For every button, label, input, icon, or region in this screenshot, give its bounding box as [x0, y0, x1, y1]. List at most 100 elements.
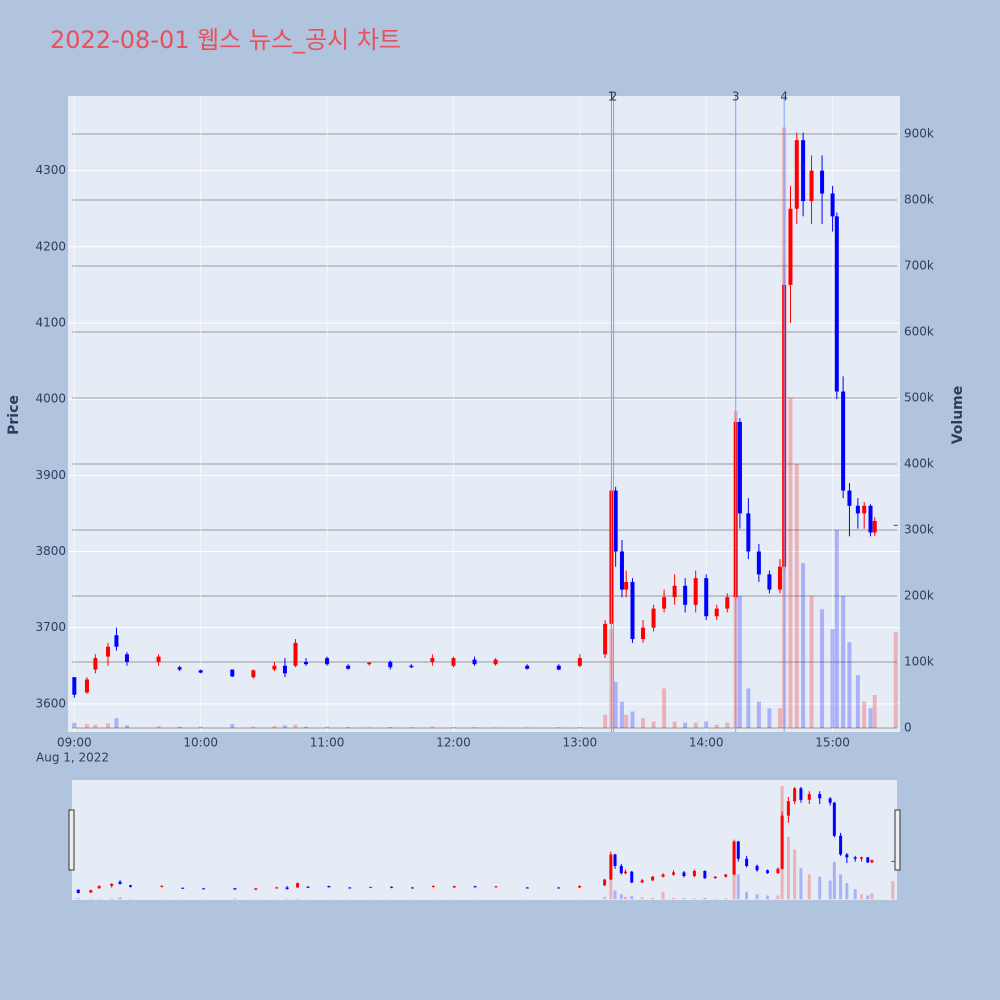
volume-bar — [868, 708, 873, 729]
x-axis-date: Aug 1, 2022 — [36, 751, 109, 765]
volume-bar — [430, 726, 435, 729]
volume-bar — [853, 889, 857, 900]
annotation-label: 3 — [732, 90, 740, 104]
volume-bar — [737, 596, 742, 729]
x-tick-label: 15:00 — [815, 736, 850, 750]
candle-body — [661, 874, 665, 877]
candle-body — [693, 578, 698, 605]
y2-tick-label: 900k — [904, 127, 934, 141]
volume-bar — [106, 723, 111, 729]
volume-bar — [818, 876, 822, 900]
candle-body — [853, 857, 857, 859]
x-tick-label: 14:00 — [689, 736, 724, 750]
volume-bar — [619, 701, 624, 729]
y2-axis-label: Volume — [950, 386, 966, 445]
candle-body — [841, 391, 846, 491]
volume-bar — [630, 711, 635, 729]
candle-body — [672, 585, 677, 598]
candle-body — [891, 860, 895, 862]
annotation-label: 2 — [610, 90, 618, 104]
candle-body — [683, 585, 688, 605]
volume-bar — [724, 898, 728, 900]
candle-body — [230, 669, 235, 677]
candle-body — [619, 865, 623, 874]
candle-body — [788, 208, 793, 285]
y-tick-label: 3900 — [35, 468, 66, 482]
volume-bar — [230, 724, 235, 729]
volume-bar — [651, 898, 655, 900]
candle-body — [388, 661, 393, 668]
candle-body — [409, 665, 414, 668]
annotation-label: 4 — [780, 90, 788, 104]
candle-body — [325, 658, 330, 665]
candle-body — [724, 874, 728, 877]
volume-bar — [272, 726, 277, 729]
volume-bar — [451, 727, 456, 729]
candle-body — [160, 885, 164, 887]
candle-body — [430, 658, 435, 662]
candle-body — [556, 665, 561, 670]
candle-body — [704, 578, 709, 617]
candle-body — [390, 886, 394, 888]
candle-body — [799, 788, 803, 800]
candle-body — [662, 597, 667, 609]
volume-bar — [801, 563, 806, 729]
volume-bar — [525, 727, 530, 729]
y-axis-label: Price — [6, 395, 22, 435]
candle-body — [181, 887, 185, 889]
volume-bar — [736, 874, 740, 900]
candle-body — [630, 871, 634, 883]
candle-body — [304, 661, 309, 665]
volume-bar — [693, 722, 698, 729]
candle-body — [703, 870, 707, 879]
volume-bar — [472, 727, 477, 729]
candle-body — [755, 865, 759, 871]
volume-bar — [89, 898, 93, 900]
candle-body — [809, 170, 814, 202]
volume-bar — [251, 726, 256, 729]
volume-bar — [788, 398, 793, 729]
volume-bar — [672, 898, 676, 900]
volume-bar — [872, 695, 877, 729]
candle-body — [832, 802, 836, 836]
volume-bar — [799, 868, 803, 900]
volume-bar — [766, 895, 770, 900]
volume-bar — [623, 896, 627, 900]
candle-body — [651, 876, 655, 881]
volume-bar — [76, 898, 80, 900]
volume-bar — [293, 724, 298, 729]
candle-body — [525, 665, 530, 669]
candle-body — [494, 886, 498, 888]
volume-bar — [786, 836, 790, 900]
y2-tick-label: 500k — [904, 391, 934, 405]
candle-body — [820, 170, 825, 194]
candle-body — [868, 505, 873, 533]
candle-body — [473, 886, 477, 888]
y2-tick-label: 0 — [904, 721, 912, 735]
candle-body — [780, 815, 784, 869]
candle-body — [839, 835, 843, 855]
candle-body — [282, 665, 287, 674]
x-tick-label: 13:00 — [563, 736, 598, 750]
range-handle[interactable] — [894, 809, 901, 871]
volume-bar — [651, 721, 656, 729]
volume-bar — [93, 724, 98, 729]
volume-bar — [282, 725, 287, 729]
volume-bar — [713, 898, 717, 900]
candle-body — [613, 854, 617, 866]
candle-body — [156, 656, 161, 662]
candle-body — [847, 490, 852, 506]
range-handle[interactable] — [68, 809, 75, 871]
volume-bar — [794, 464, 799, 729]
candle-body — [557, 887, 561, 889]
volume-bar — [97, 898, 101, 900]
candle-body — [830, 193, 835, 217]
candle-body — [756, 551, 761, 575]
volume-bar — [603, 896, 607, 900]
volume-bar — [714, 724, 719, 729]
volume-bar — [703, 898, 707, 900]
y-tick-label: 4000 — [35, 392, 66, 406]
volume-bar — [325, 726, 330, 729]
volume-bar — [609, 880, 613, 900]
candle-body — [285, 887, 289, 889]
